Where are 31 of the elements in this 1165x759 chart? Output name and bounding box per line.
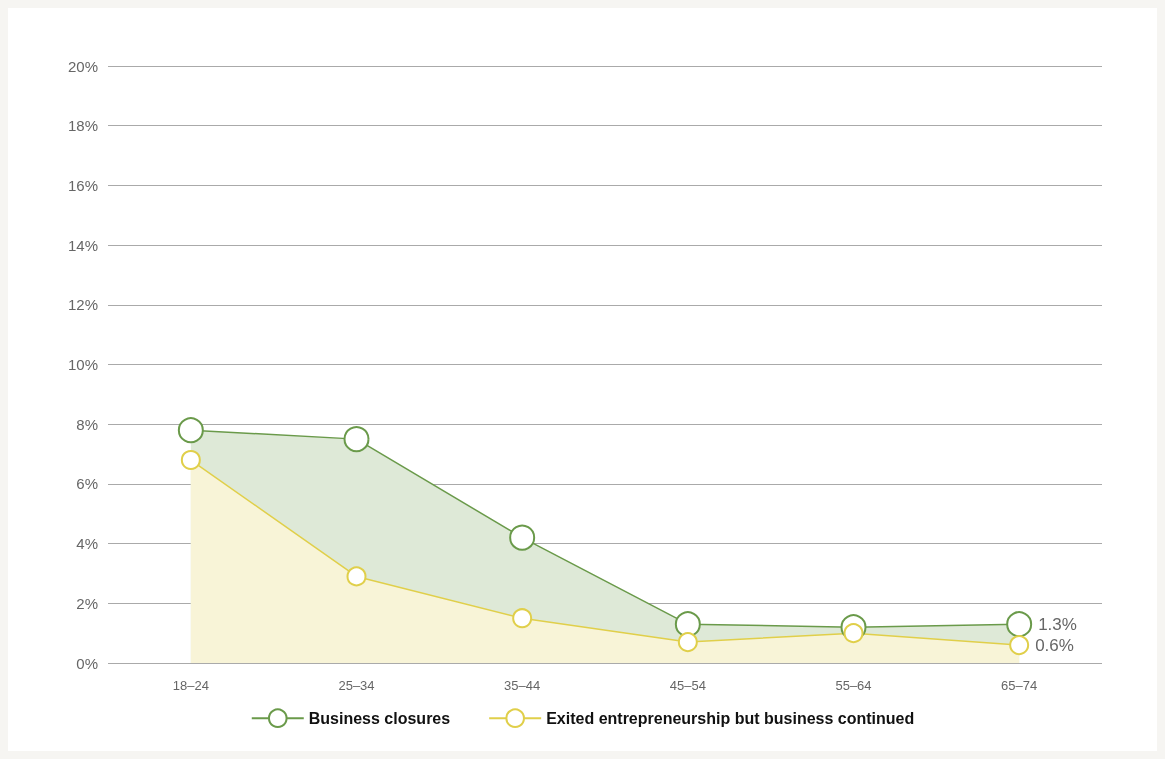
- legend-label: Exited entrepreneurship but business continued: [546, 709, 915, 727]
- y-tick-label: 4%: [76, 535, 98, 553]
- y-tick-label: 18%: [67, 117, 98, 135]
- y-tick-label: 12%: [67, 296, 98, 314]
- y-tick-label: 2%: [76, 594, 98, 612]
- y-tick-label: 20%: [67, 57, 98, 75]
- point: [509, 524, 536, 551]
- point: [512, 608, 533, 629]
- point: [674, 611, 701, 638]
- y-tick-label: 0%: [76, 654, 98, 672]
- y-tick-label: 16%: [67, 176, 98, 194]
- point: [677, 632, 698, 653]
- data-label: 1.3%: [1038, 614, 1077, 634]
- y-tick-label: 8%: [76, 415, 98, 433]
- x-tick-label: 65–74: [1001, 678, 1038, 693]
- y-tick-label: 10%: [67, 356, 98, 373]
- point: [346, 566, 367, 587]
- x-tick-label: 18–24: [172, 678, 209, 693]
- point: [180, 450, 201, 471]
- x-tick-label: 35–44: [504, 678, 541, 693]
- y-tick-label: 14%: [67, 236, 98, 254]
- x-tick-label: 45–54: [669, 678, 706, 693]
- legend-label: Business closures: [308, 709, 451, 727]
- point: [343, 426, 370, 453]
- point: [1006, 611, 1033, 638]
- point: [177, 417, 204, 444]
- x-tick-label: 25–34: [338, 678, 375, 693]
- x-tick-label: 55–64: [835, 678, 872, 693]
- data-label: 0.6%: [1035, 635, 1074, 655]
- point: [1009, 635, 1030, 656]
- y-tick-label: 6%: [76, 475, 98, 493]
